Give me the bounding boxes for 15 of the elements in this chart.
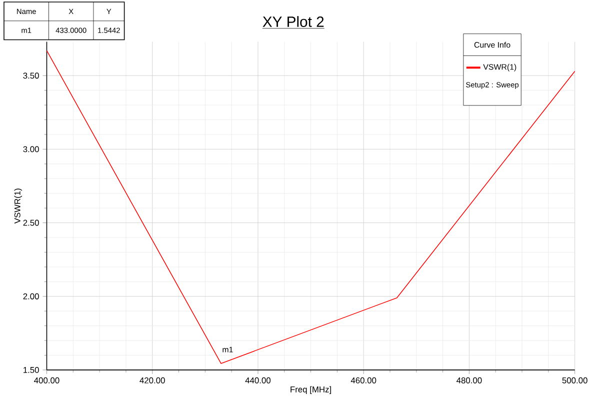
y-tick-label: 3.00 xyxy=(23,146,39,152)
y-tick-label: 2.00 xyxy=(23,294,39,300)
x-axis-title: Freq [MHz] xyxy=(290,386,331,394)
line-series xyxy=(46,50,576,364)
y-axis-title: VSWR(1) xyxy=(14,188,22,224)
x-tick-label: 480.00 xyxy=(456,378,482,384)
chart-title: XY Plot 2 xyxy=(262,16,324,28)
x-tick-label: 500.00 xyxy=(562,378,588,384)
x-tick-label: 420.00 xyxy=(140,378,165,384)
y-tick-label: 1.50 xyxy=(24,367,39,374)
y-tick-label: 2.50 xyxy=(23,220,39,226)
y-tick-label: 3.50 xyxy=(23,72,39,79)
x-tick-label: 440.00 xyxy=(245,378,271,384)
x-tick-label: 460.00 xyxy=(350,378,376,384)
x-tick-label: 400.00 xyxy=(34,378,60,384)
